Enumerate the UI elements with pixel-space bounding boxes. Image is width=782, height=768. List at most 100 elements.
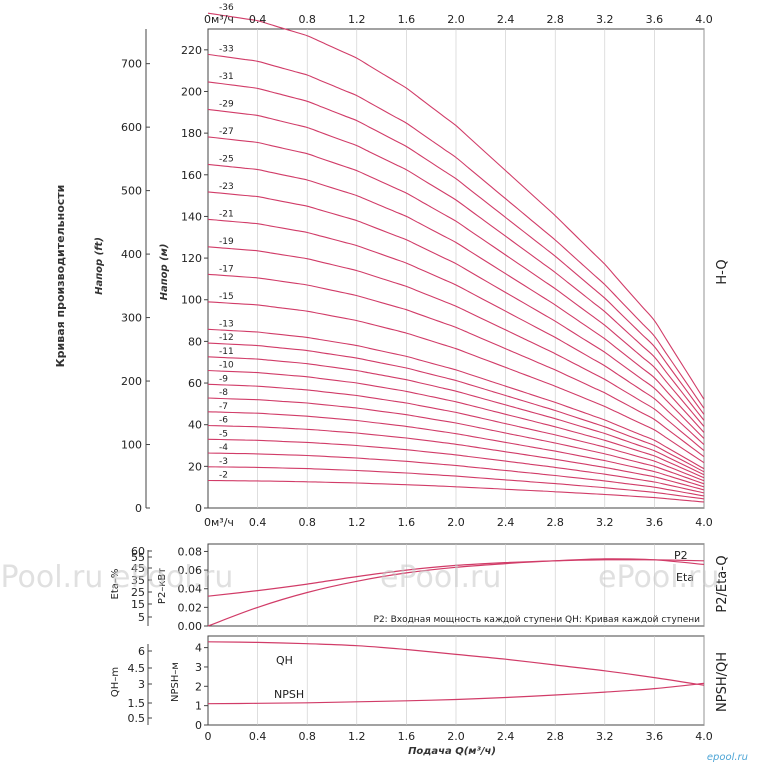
hq-ylabel-m: Напор (м) bbox=[159, 244, 170, 301]
hq-curve-n11 bbox=[207, 356, 705, 476]
hq-curve-label: -4 bbox=[219, 443, 228, 453]
hq-curve-label: -25 bbox=[219, 154, 234, 164]
hq-curve-n25 bbox=[207, 163, 705, 433]
hq-curve-label: -8 bbox=[219, 388, 228, 398]
hq-x-top-tick: 1.2 bbox=[348, 13, 366, 26]
hq-curve-label: -12 bbox=[219, 333, 234, 343]
hq-curve-label: -2 bbox=[219, 471, 228, 481]
hq-curve-label: -3 bbox=[219, 457, 228, 467]
watermark-text: ePool.ru bbox=[380, 560, 501, 595]
hq-x-bottom-tick: 0.4 bbox=[249, 516, 267, 529]
hq-curve-n27 bbox=[207, 136, 705, 427]
hq-curve-n21 bbox=[207, 218, 705, 446]
np-npsh-tick: 0 bbox=[195, 719, 202, 732]
hq-x-top-tick: 0.8 bbox=[298, 13, 316, 26]
hq-curve-n10 bbox=[207, 369, 705, 479]
hq-curve-label: -9 bbox=[219, 374, 228, 384]
hq-m-tick: 120 bbox=[181, 252, 202, 265]
hq-curve-n17 bbox=[207, 273, 705, 458]
hq-curve-n6 bbox=[207, 424, 705, 491]
hq-curve-n12 bbox=[207, 342, 705, 473]
hq-curve-n33 bbox=[207, 53, 705, 409]
hq-m-tick: 200 bbox=[181, 85, 202, 98]
hq-curve-n23 bbox=[207, 191, 705, 439]
hq-curve-label: -6 bbox=[219, 416, 228, 426]
p2-kw-tick: 0.00 bbox=[178, 620, 203, 633]
p2-eta-tick: 15 bbox=[131, 598, 145, 611]
p2-kw-tick: 0.04 bbox=[178, 583, 203, 596]
p2-eta-tick: 25 bbox=[131, 586, 145, 599]
np-series-label-npsh: NPSH bbox=[274, 688, 304, 701]
hq-m-tick: 160 bbox=[181, 169, 202, 182]
np-x-tick: 2.0 bbox=[447, 730, 465, 743]
hq-ft-tick: 100 bbox=[121, 439, 142, 452]
hq-curve-n36 bbox=[207, 12, 705, 400]
p2-kw-tick: 0.06 bbox=[178, 564, 203, 577]
p2-kw-tick: 0.02 bbox=[178, 601, 203, 614]
hq-x-top-tick: 3.2 bbox=[596, 13, 614, 26]
hq-curve-n4 bbox=[207, 452, 705, 497]
np-x-tick: 1.6 bbox=[398, 730, 416, 743]
np-x-tick: 3.2 bbox=[596, 730, 614, 743]
np-series-label-qh: QH bbox=[276, 654, 293, 667]
hq-curve-n7 bbox=[207, 411, 705, 488]
hq-x-top-unit: 0м³/ч bbox=[204, 13, 234, 26]
hq-x-bottom-tick: 2.0 bbox=[447, 516, 465, 529]
hq-curve-n19 bbox=[207, 246, 705, 452]
p2-eta-tick: 60 bbox=[131, 545, 145, 558]
hq-curve-n2 bbox=[207, 479, 705, 503]
hq-curve-label: -15 bbox=[219, 292, 234, 302]
watermark-text: ePool.ru bbox=[598, 560, 719, 595]
hq-m-tick: 60 bbox=[188, 377, 202, 390]
hq-side-title: Кривая производительности bbox=[54, 185, 67, 368]
np-x-tick: 3.6 bbox=[646, 730, 664, 743]
p2-note: P2: Входная мощность каждой ступени QH: … bbox=[374, 615, 701, 625]
np-x-tick: 1.2 bbox=[348, 730, 366, 743]
np-npsh-tick: 2 bbox=[195, 680, 202, 693]
hq-curve-label: -11 bbox=[219, 347, 234, 357]
hq-band-title: H-Q bbox=[715, 259, 730, 284]
hq-curve-n15 bbox=[207, 301, 705, 464]
p2-curve-p2 bbox=[207, 559, 705, 597]
hq-x-top-tick: 2.8 bbox=[546, 13, 564, 26]
hq-x-bottom-tick: 2.4 bbox=[497, 516, 515, 529]
np-qh-tick: 4.5 bbox=[128, 662, 146, 675]
np-x-tick: 2.4 bbox=[497, 730, 515, 743]
hq-x-top-tick: 0.4 bbox=[249, 13, 267, 26]
hq-x-bottom-tick: 0.8 bbox=[298, 516, 316, 529]
hq-curve-label: -33 bbox=[219, 44, 234, 54]
hq-curve-label: -7 bbox=[219, 402, 228, 412]
hq-x-bottom-tick: 1.2 bbox=[348, 516, 366, 529]
p2-eta-tick: 45 bbox=[131, 562, 145, 575]
hq-x-bottom-tick: 2.8 bbox=[546, 516, 564, 529]
hq-ft-tick: 500 bbox=[121, 185, 142, 198]
watermark-text: ePool.ru bbox=[112, 560, 233, 595]
hq-m-tick: 180 bbox=[181, 127, 202, 140]
hq-curve-label: -36 bbox=[219, 3, 234, 13]
hq-curve-label: -10 bbox=[219, 361, 234, 371]
p2-series-label-p2: P2 bbox=[674, 549, 688, 562]
hq-curve-label: -27 bbox=[219, 127, 234, 137]
hq-x-top-tick: 4.0 bbox=[695, 13, 713, 26]
np-x-tick: 0.8 bbox=[298, 730, 316, 743]
hq-x-top-tick: 1.6 bbox=[398, 13, 416, 26]
hq-curve-label: -19 bbox=[219, 237, 234, 247]
hq-x-bottom-unit: 0м³/ч bbox=[204, 516, 234, 529]
hq-curve-n8 bbox=[207, 397, 705, 485]
np-qh-tick: 3 bbox=[138, 678, 145, 691]
hq-m-tick: 20 bbox=[188, 460, 202, 473]
np-band-title: NPSH/QH bbox=[715, 652, 730, 712]
hq-m-tick: 0 bbox=[195, 502, 202, 515]
p2-band-title: P2/Eta-Q bbox=[715, 555, 730, 612]
hq-curve-n29 bbox=[207, 108, 705, 421]
hq-ft-tick: 200 bbox=[121, 375, 142, 388]
np-npsh-tick: 1 bbox=[195, 700, 202, 713]
hq-x-bottom-tick: 4.0 bbox=[695, 516, 713, 529]
hq-ft-tick: 400 bbox=[121, 248, 142, 261]
p2-curve-eta bbox=[207, 558, 705, 627]
hq-ft-tick: 0 bbox=[135, 502, 142, 515]
np-x-tick: 4.0 bbox=[695, 730, 713, 743]
p2-kw-tick: 0.08 bbox=[178, 545, 203, 558]
hq-ylabel-ft: Напор (ft) bbox=[94, 237, 105, 295]
hq-x-bottom-tick: 3.2 bbox=[596, 516, 614, 529]
